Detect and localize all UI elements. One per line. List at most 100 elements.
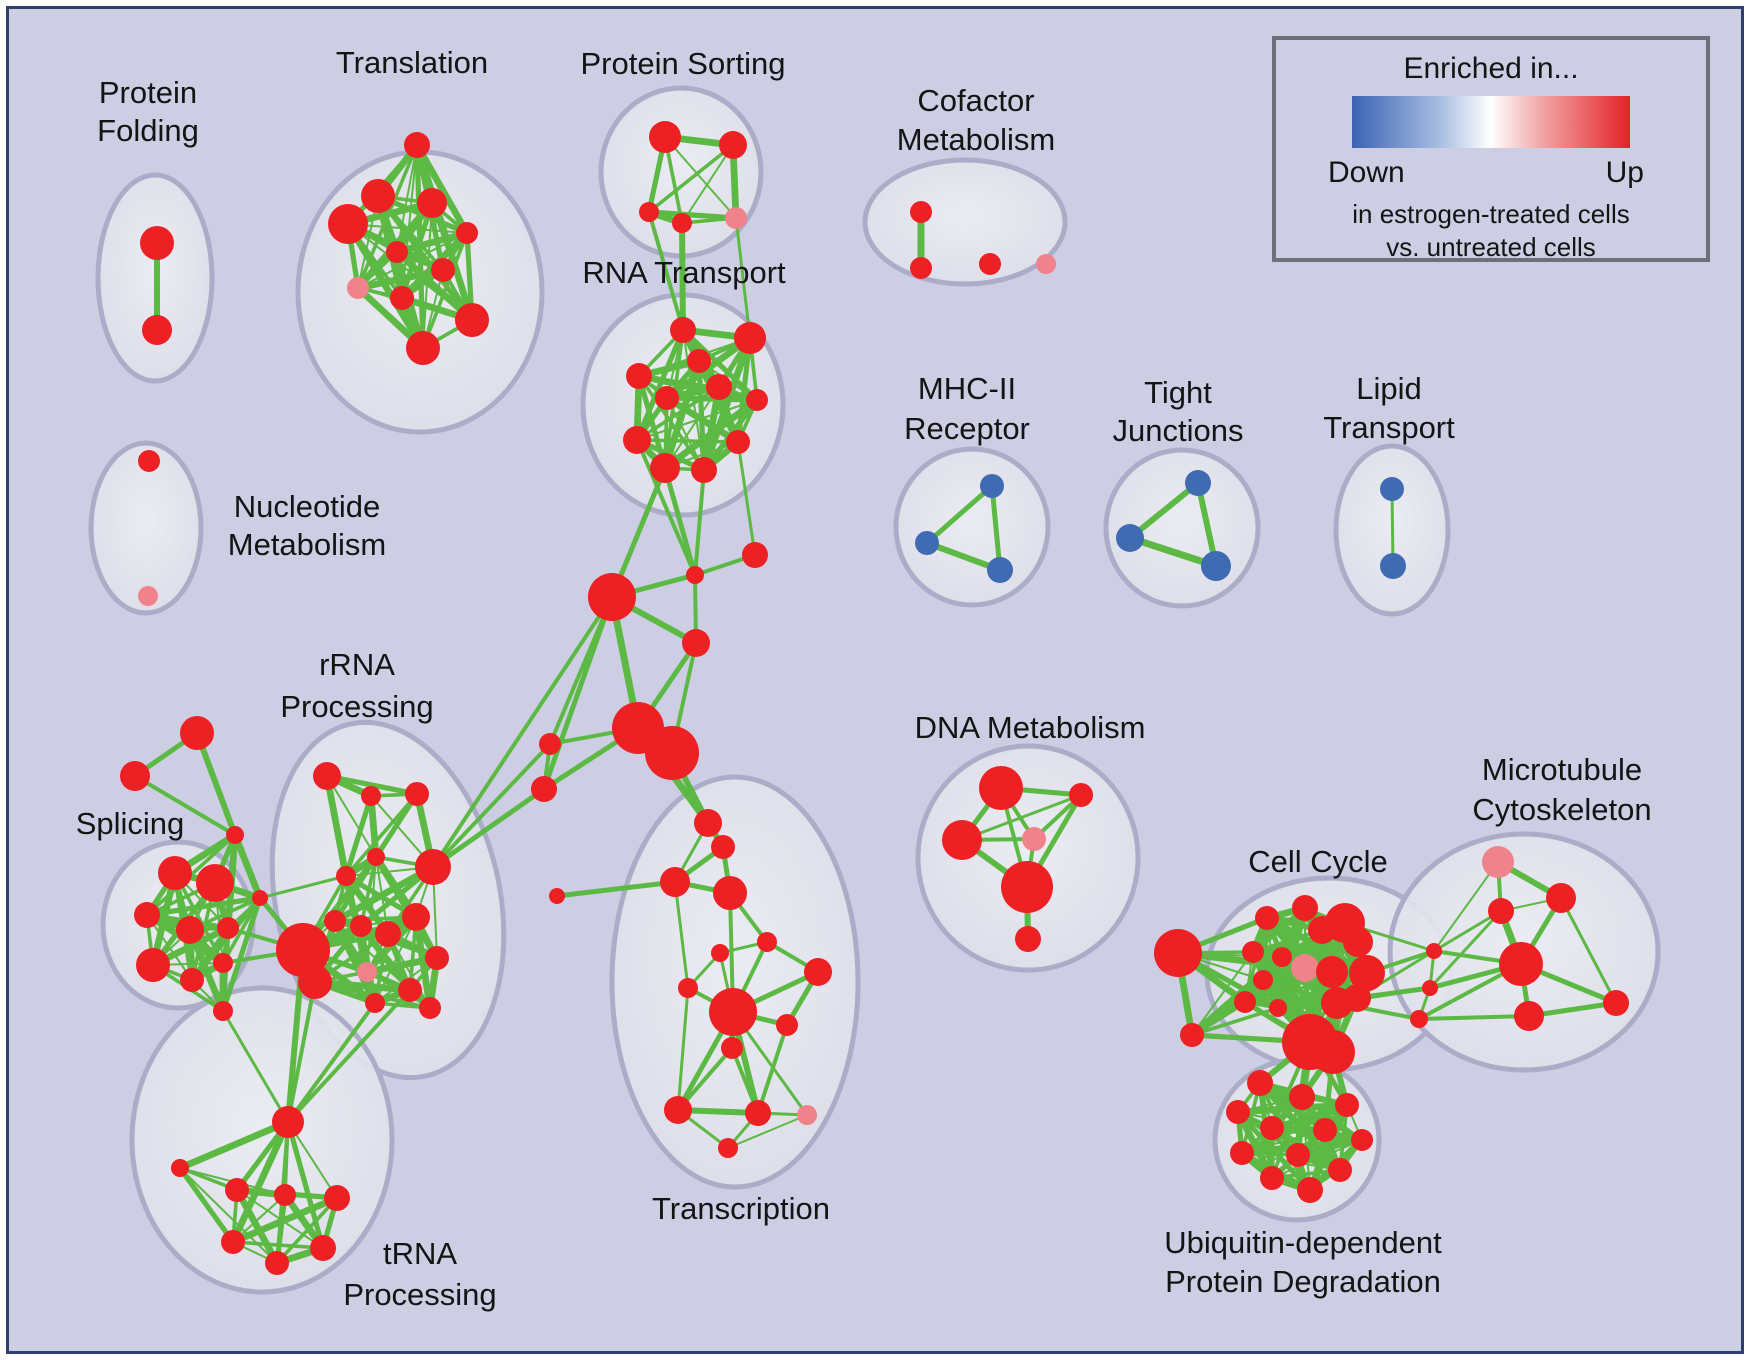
network-node-protein-sorting-2[interactable] <box>639 202 659 222</box>
network-node-transcription-11[interactable] <box>664 1096 692 1124</box>
network-node-cell-cycle-8[interactable] <box>1272 947 1292 967</box>
network-node-cofactor-metabolism-3[interactable] <box>1036 254 1056 274</box>
network-node-cell-cycle-13[interactable] <box>1234 991 1256 1013</box>
network-node-trna-processing-6[interactable] <box>310 1235 336 1261</box>
network-node-rrna-processing-2[interactable] <box>405 782 429 806</box>
network-node-cell-cycle-3[interactable] <box>1292 895 1318 921</box>
network-node-rrna-satellites-2[interactable] <box>549 888 565 904</box>
network-node-protein-sorting-1[interactable] <box>719 131 747 159</box>
network-node-microtubule-6[interactable] <box>1426 943 1442 959</box>
network-node-transcription-8[interactable] <box>709 988 757 1036</box>
network-node-transcription-2[interactable] <box>660 867 690 897</box>
network-node-protein-sorting-4[interactable] <box>725 207 747 229</box>
network-node-cell-cycle-0[interactable] <box>1154 929 1202 977</box>
network-node-ubiquitin-9[interactable] <box>1328 1158 1352 1182</box>
network-node-splice-triangle-1[interactable] <box>120 761 150 791</box>
network-node-splicing-4[interactable] <box>217 917 239 939</box>
network-node-ubiquitin-6[interactable] <box>1351 1129 1373 1151</box>
network-node-rrna-processing-11[interactable] <box>298 965 332 999</box>
network-node-rrna-processing-4[interactable] <box>367 848 385 866</box>
network-node-rrna-processing-15[interactable] <box>365 993 385 1013</box>
network-node-rrna-processing-12[interactable] <box>357 962 377 982</box>
network-node-cell-cycle-16[interactable] <box>1343 984 1371 1012</box>
network-node-rna-transport-8[interactable] <box>691 457 717 483</box>
network-node-trna-processing-5[interactable] <box>221 1230 245 1254</box>
network-node-translation-5[interactable] <box>456 222 478 244</box>
network-node-splicing-5[interactable] <box>136 948 170 982</box>
network-node-cell-cycle-11[interactable] <box>1349 955 1385 991</box>
network-node-trna-processing-4[interactable] <box>324 1185 350 1211</box>
network-node-rrna-processing-0[interactable] <box>313 762 341 790</box>
network-node-ubiquitin-5[interactable] <box>1313 1118 1337 1142</box>
network-node-dna-metabolism-0[interactable] <box>979 766 1023 810</box>
network-node-protein-folding-1[interactable] <box>142 315 172 345</box>
network-node-translation-10[interactable] <box>406 331 440 365</box>
network-node-translation-6[interactable] <box>431 258 455 282</box>
network-node-microtubule-7[interactable] <box>1422 980 1438 996</box>
network-node-rrna-processing-7[interactable] <box>350 915 372 937</box>
network-node-cofactor-metabolism-0[interactable] <box>910 201 932 223</box>
network-node-rna-transport-10[interactable] <box>746 389 768 411</box>
network-node-cell-cycle-18[interactable] <box>1311 1030 1355 1074</box>
network-node-mhc-ii-receptor-0[interactable] <box>980 474 1004 498</box>
network-node-splicing-7[interactable] <box>213 953 233 973</box>
network-node-rna-transport-9[interactable] <box>726 430 750 454</box>
network-node-translation-9[interactable] <box>455 303 489 337</box>
network-node-cell-cycle-6[interactable] <box>1343 927 1373 957</box>
network-node-trna-processing-2[interactable] <box>225 1178 249 1202</box>
network-node-hub-1[interactable] <box>686 566 704 584</box>
network-node-translation-2[interactable] <box>417 188 447 218</box>
network-node-translation-0[interactable] <box>404 132 430 158</box>
network-node-rrna-processing-8[interactable] <box>375 921 401 947</box>
network-node-trna-processing-1[interactable] <box>171 1159 189 1177</box>
network-node-rna-transport-4[interactable] <box>655 386 679 410</box>
network-node-mhc-ii-receptor-2[interactable] <box>987 557 1013 583</box>
network-node-rrna-processing-6[interactable] <box>324 910 346 932</box>
network-node-microtubule-1[interactable] <box>1546 883 1576 913</box>
network-node-tight-junctions-1[interactable] <box>1116 524 1144 552</box>
network-node-rrna-processing-1[interactable] <box>361 786 381 806</box>
network-node-microtubule-8[interactable] <box>1410 1010 1428 1028</box>
network-node-dna-metabolism-2[interactable] <box>1022 827 1046 851</box>
network-node-mhc-ii-receptor-1[interactable] <box>915 531 939 555</box>
network-node-transcription-3[interactable] <box>713 876 747 910</box>
network-node-trna-processing-3[interactable] <box>274 1184 296 1206</box>
network-node-hub-3[interactable] <box>682 629 710 657</box>
network-node-hub-2[interactable] <box>742 542 768 568</box>
network-node-rna-transport-7[interactable] <box>650 453 680 483</box>
network-node-rrna-satellites-1[interactable] <box>531 776 557 802</box>
network-node-cell-cycle-10[interactable] <box>1316 956 1348 988</box>
network-node-transcription-7[interactable] <box>678 978 698 998</box>
network-node-rrna-processing-9[interactable] <box>402 903 430 931</box>
network-node-transcription-1[interactable] <box>711 835 735 859</box>
network-node-rna-transport-5[interactable] <box>706 374 732 400</box>
network-node-protein-folding-0[interactable] <box>140 226 174 260</box>
network-node-ubiquitin-0[interactable] <box>1247 1070 1273 1096</box>
network-node-transcription-13[interactable] <box>718 1138 738 1158</box>
network-node-rna-transport-3[interactable] <box>626 363 652 389</box>
network-node-lipid-transport-1[interactable] <box>1380 553 1406 579</box>
network-node-microtubule-5[interactable] <box>1514 1001 1544 1031</box>
network-node-microtubule-2[interactable] <box>1488 898 1514 924</box>
network-node-cell-cycle-7[interactable] <box>1242 941 1264 963</box>
network-node-trna-processing-7[interactable] <box>265 1251 289 1275</box>
network-node-translation-7[interactable] <box>347 277 369 299</box>
network-node-splicing-8[interactable] <box>252 890 268 906</box>
network-node-ubiquitin-3[interactable] <box>1226 1100 1250 1124</box>
network-node-splicing-3[interactable] <box>176 916 204 944</box>
network-node-transcription-10[interactable] <box>721 1037 743 1059</box>
network-node-translation-3[interactable] <box>328 204 368 244</box>
network-node-splicing-6[interactable] <box>180 968 204 992</box>
network-node-rrna-processing-16[interactable] <box>419 997 441 1019</box>
network-node-rna-transport-6[interactable] <box>623 426 651 454</box>
network-node-ubiquitin-2[interactable] <box>1335 1093 1359 1117</box>
network-node-transcription-9[interactable] <box>776 1014 798 1036</box>
network-node-tight-junctions-0[interactable] <box>1185 470 1211 496</box>
network-node-microtubule-3[interactable] <box>1499 942 1543 986</box>
network-node-rrna-satellites-0[interactable] <box>539 733 561 755</box>
network-node-rrna-processing-5[interactable] <box>336 866 356 886</box>
network-node-rrna-processing-14[interactable] <box>398 978 422 1002</box>
network-node-lipid-transport-0[interactable] <box>1380 477 1404 501</box>
network-node-dna-metabolism-3[interactable] <box>1069 783 1093 807</box>
network-node-rrna-processing-10[interactable] <box>276 923 330 977</box>
